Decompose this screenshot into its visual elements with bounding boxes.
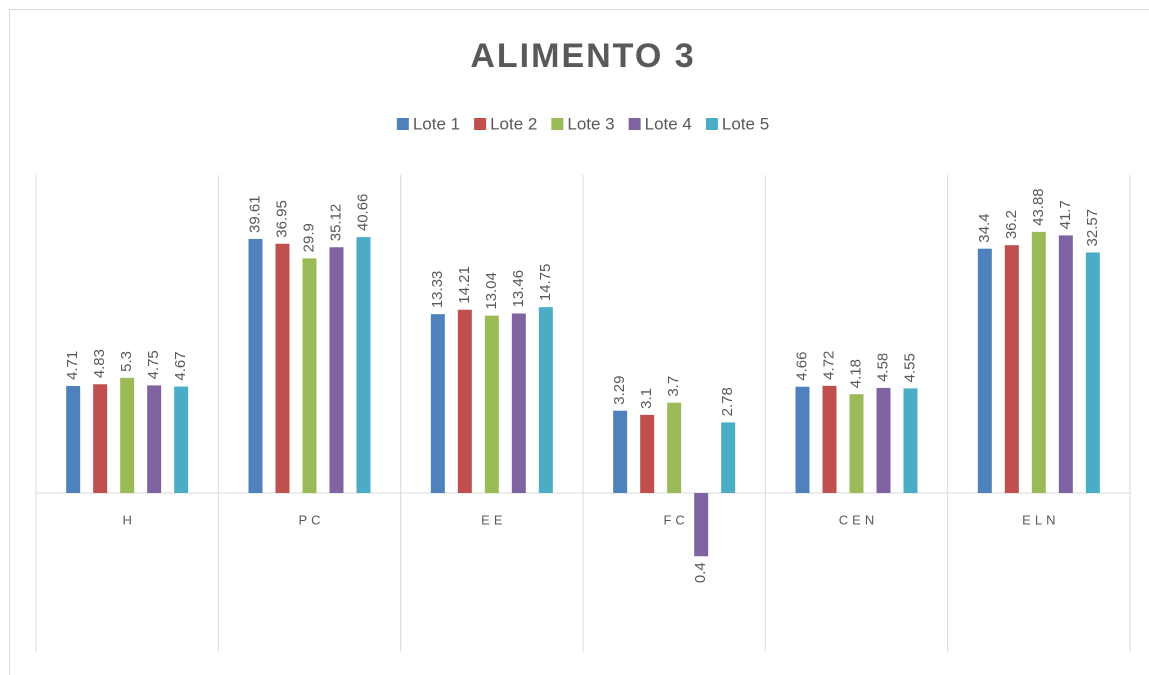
data-label: 4.55 — [901, 353, 918, 382]
data-label: 13.46 — [510, 270, 527, 308]
data-label: 32.57 — [1084, 209, 1101, 247]
data-label: 34.4 — [976, 213, 993, 242]
data-label: 35.12 — [327, 204, 344, 242]
chart-border — [9, 9, 1149, 675]
data-label: 4.18 — [847, 359, 864, 388]
chart-title: ALIMENTO 3 — [470, 37, 695, 75]
data-label: 43.88 — [1030, 188, 1047, 226]
bar — [903, 388, 918, 493]
bar — [1031, 231, 1046, 493]
data-label: 4.67 — [172, 351, 189, 380]
x-tick-label: EE — [481, 512, 506, 527]
legend-label: Lote 4 — [645, 114, 692, 133]
data-label: 36.95 — [273, 200, 290, 238]
legend-swatch — [396, 118, 409, 130]
bar — [248, 238, 263, 493]
legend-label: Lote 5 — [722, 114, 769, 133]
bar — [822, 385, 837, 493]
bar — [93, 384, 108, 493]
bar — [1085, 252, 1100, 493]
bar — [667, 402, 682, 493]
legend-label: Lote 2 — [490, 114, 537, 133]
bar — [977, 248, 992, 493]
data-label: 3.29 — [611, 376, 628, 405]
data-label: 39.61 — [246, 195, 263, 233]
bar — [876, 387, 891, 493]
bar — [147, 385, 162, 493]
legend-swatch — [628, 118, 641, 130]
x-tick-label: H — [122, 512, 135, 527]
bar — [849, 394, 864, 493]
x-tick-label: CEN — [839, 512, 878, 527]
data-label: 0.4 — [692, 562, 709, 583]
data-label: 13.33 — [429, 271, 446, 309]
x-tick-label: ELN — [1022, 512, 1059, 527]
bar — [275, 243, 290, 493]
data-label: 40.66 — [354, 194, 371, 232]
data-label: 14.75 — [537, 264, 554, 302]
bar — [329, 247, 344, 493]
data-label: 41.7 — [1057, 200, 1074, 229]
data-label: 5.3 — [118, 351, 135, 372]
bar — [721, 422, 736, 493]
legend-label: Lote 1 — [413, 114, 460, 133]
data-label: 4.72 — [820, 351, 837, 380]
bar — [457, 309, 472, 493]
bar — [640, 414, 655, 493]
data-label: 4.75 — [145, 350, 162, 379]
data-label: 4.71 — [64, 351, 81, 380]
data-label: 14.21 — [456, 266, 473, 304]
x-tick-label: PC — [298, 512, 324, 527]
bar — [484, 315, 499, 493]
x-tick-label: FC — [663, 512, 688, 527]
bar — [66, 385, 81, 493]
data-label: 13.04 — [483, 272, 500, 310]
bar — [795, 386, 810, 493]
bar — [511, 313, 526, 493]
bar — [120, 377, 135, 493]
bar — [302, 258, 317, 493]
bar — [613, 410, 628, 493]
legend-swatch — [551, 118, 564, 130]
data-label: 4.83 — [91, 349, 108, 378]
data-label: 4.58 — [874, 353, 891, 382]
data-label: 36.2 — [1003, 210, 1020, 239]
legend-swatch — [474, 118, 487, 130]
bar — [694, 493, 709, 557]
bar — [538, 307, 553, 493]
data-label: 2.78 — [719, 387, 736, 416]
data-label: 4.66 — [793, 352, 810, 381]
bar — [430, 314, 445, 493]
data-label: 3.1 — [638, 388, 655, 409]
data-label: 29.9 — [300, 223, 317, 252]
bar — [356, 237, 371, 493]
legend-label: Lote 3 — [567, 114, 614, 133]
data-label: 3.7 — [665, 376, 682, 397]
bar — [174, 386, 189, 493]
legend-swatch — [705, 118, 718, 130]
bar — [1004, 245, 1019, 493]
bar — [1058, 235, 1073, 493]
